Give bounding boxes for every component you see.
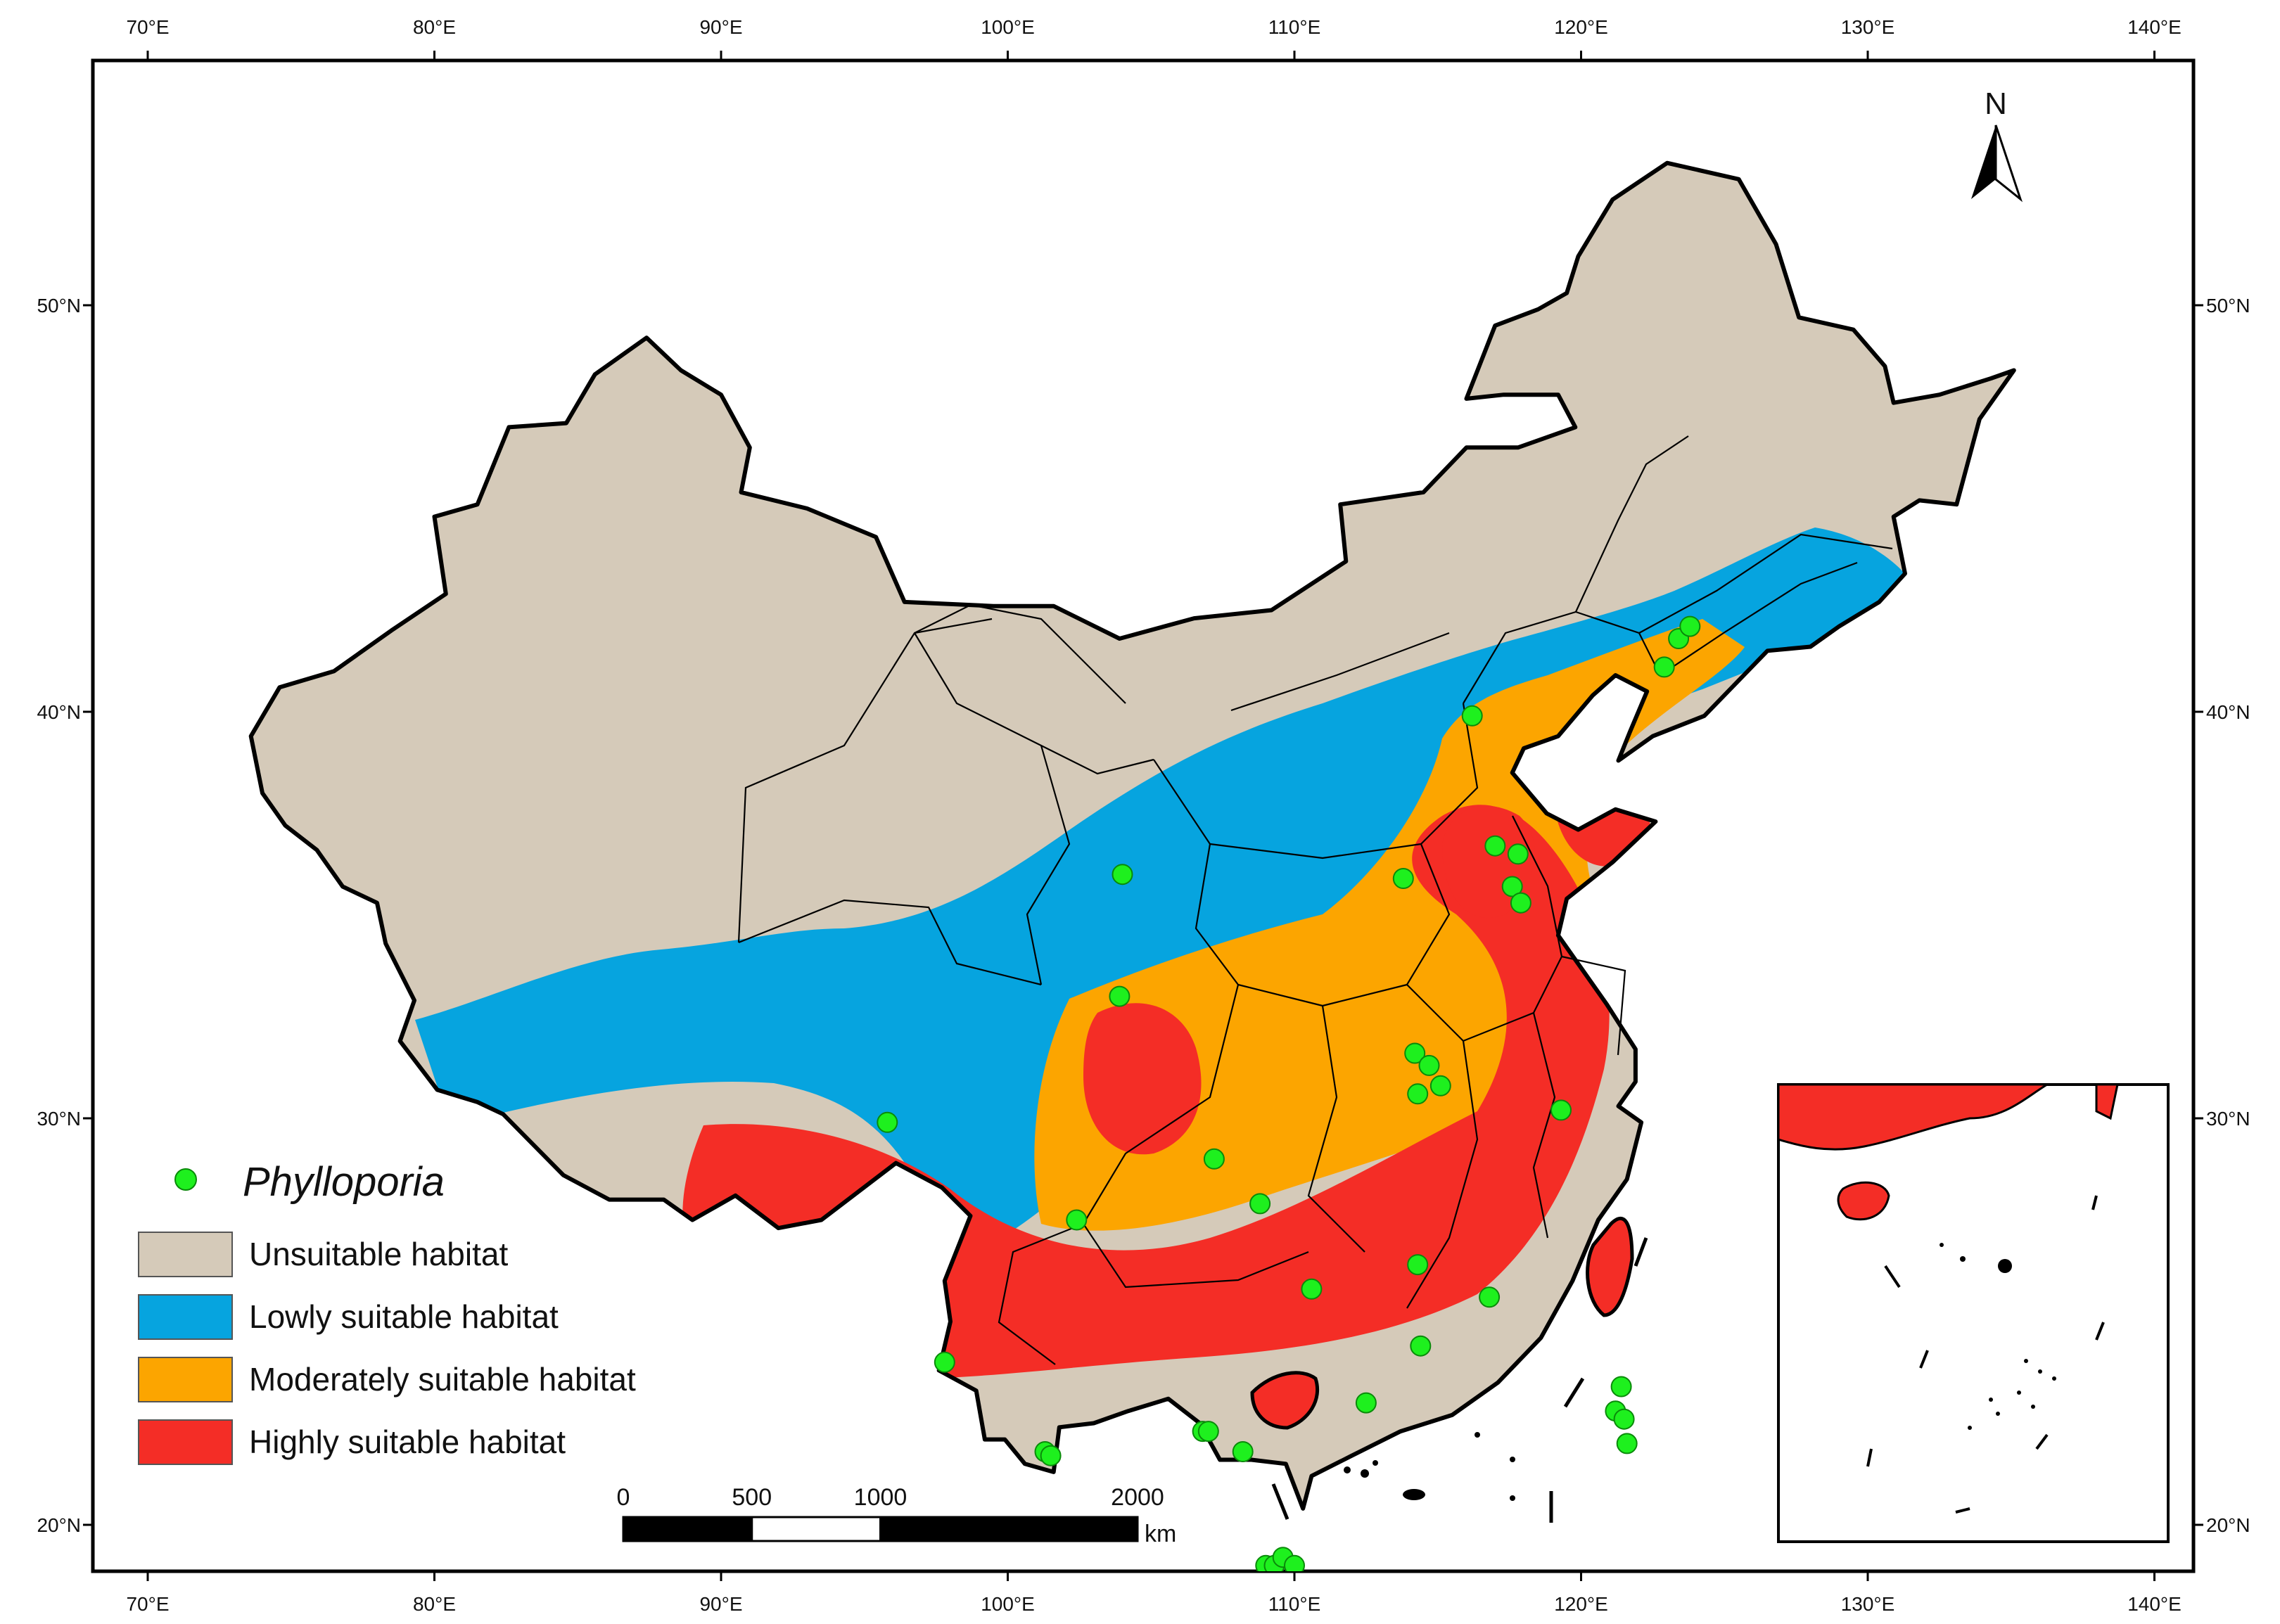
scale-bar-unit: km xyxy=(1145,1521,1176,1547)
scale-bar-label: 2000 xyxy=(1111,1484,1164,1511)
occurrence-point xyxy=(1203,1148,1225,1170)
occurrence-point xyxy=(1679,615,1701,637)
legend-label-moderate: Moderately suitable habitat xyxy=(249,1361,636,1398)
lon-tick-label-bottom: 140°E xyxy=(2127,1593,2182,1615)
occurrence-point xyxy=(1249,1193,1271,1215)
north-label: N xyxy=(1985,87,2007,121)
lon-tick-label-top: 130°E xyxy=(1841,16,1895,38)
legend: Phylloporia Unsuitable habitat Lowly suit… xyxy=(138,1159,636,1465)
legend-swatch-low xyxy=(138,1294,233,1340)
occurrence-point xyxy=(1410,1335,1432,1357)
lat-tick-label-left: 40°N xyxy=(37,701,81,723)
longitude-ticks-top: 70°E 80°E 90°E 100°E 110°E 120°E 130°E 140°E xyxy=(126,16,2182,60)
occurrence-point xyxy=(1355,1392,1377,1414)
occurrence-point xyxy=(1066,1209,1088,1231)
lon-tick-label-top: 100°E xyxy=(981,16,1035,38)
occurrence-point xyxy=(1507,843,1529,865)
occurrence-point xyxy=(1407,1083,1429,1105)
occurrence-point xyxy=(1461,705,1483,727)
lon-tick-label-top: 140°E xyxy=(2127,16,2182,38)
south-china-sea-islands xyxy=(1344,1432,1515,1501)
lat-tick-label-left: 20°N xyxy=(37,1514,81,1536)
latitude-ticks-right: 50°N 40°N 30°N 20°N xyxy=(2193,295,2250,1536)
lon-tick-label-top: 80°E xyxy=(413,16,456,38)
scale-bar: 0 500 1000 2000 km xyxy=(617,1484,1177,1547)
lon-tick-label-bottom: 70°E xyxy=(126,1593,169,1615)
lon-tick-label-bottom: 100°E xyxy=(981,1593,1035,1615)
occurrence-points xyxy=(877,615,2132,1571)
north-arrow: N xyxy=(1971,87,2023,203)
map-body xyxy=(248,160,2170,1571)
taiwan-island xyxy=(1586,1216,1634,1317)
scale-bar-label: 0 xyxy=(617,1484,630,1511)
legend-label-low: Lowly suitable habitat xyxy=(249,1298,559,1335)
china-border xyxy=(248,160,2016,1511)
legend-label-unsuitable: Unsuitable habitat xyxy=(249,1236,508,1272)
occurrence-point xyxy=(1418,1054,1440,1076)
lon-tick-label-top: 70°E xyxy=(126,16,169,38)
occurrence-point xyxy=(1616,1433,1638,1454)
occurrence-point xyxy=(1112,864,1133,885)
lat-tick-label-left: 30°N xyxy=(37,1108,81,1130)
occurrence-point xyxy=(934,1351,955,1373)
lon-tick-label-bottom: 80°E xyxy=(413,1593,456,1615)
occurrence-point xyxy=(1197,1421,1219,1443)
lat-tick-label-right: 30°N xyxy=(2206,1108,2250,1130)
longitude-ticks-bottom: 70°E 80°E 90°E 100°E 110°E 120°E 130°E 140°E xyxy=(126,1571,2182,1615)
legend-occurrence-marker xyxy=(174,1168,197,1191)
occurrence-point xyxy=(1510,892,1531,914)
scale-bar-label: 1000 xyxy=(854,1484,907,1511)
lat-tick-label-left: 50°N xyxy=(37,295,81,317)
lat-tick-label-right: 40°N xyxy=(2206,701,2250,723)
occurrence-point xyxy=(1429,1075,1451,1096)
lat-tick-label-right: 50°N xyxy=(2206,295,2250,317)
lon-tick-label-top: 110°E xyxy=(1268,16,1321,38)
china-suitability-layer xyxy=(248,160,2016,1523)
lat-tick-label-right: 20°N xyxy=(2206,1514,2250,1536)
legend-swatch-moderate xyxy=(138,1357,233,1402)
lon-tick-label-bottom: 120°E xyxy=(1554,1593,1608,1615)
occurrence-point xyxy=(1479,1286,1501,1308)
province-boundaries xyxy=(737,435,1893,1365)
lon-tick-label-bottom: 90°E xyxy=(699,1593,742,1615)
scale-bar-label: 500 xyxy=(732,1484,772,1511)
occurrence-point xyxy=(1392,868,1414,889)
south-china-sea-inset xyxy=(1777,1083,2170,1543)
occurrence-point xyxy=(1407,1254,1429,1276)
occurrence-point xyxy=(1653,656,1675,678)
occurrence-point xyxy=(1484,835,1506,857)
occurrence-point xyxy=(1301,1278,1323,1300)
occurrence-point xyxy=(1404,1042,1426,1064)
legend-swatch-high xyxy=(138,1419,233,1465)
occurrence-point xyxy=(877,1111,898,1133)
occurrence-point xyxy=(1501,876,1523,897)
high-suitability-zone-sichuan xyxy=(1083,1003,1202,1155)
occurrence-point xyxy=(1613,1408,1635,1430)
lon-tick-label-top: 90°E xyxy=(699,16,742,38)
occurrence-point xyxy=(1284,1554,1305,1571)
lon-tick-label-bottom: 130°E xyxy=(1841,1593,1895,1615)
legend-species-name: Phylloporia xyxy=(243,1159,445,1205)
legend-label-high: Highly suitable habitat xyxy=(249,1424,566,1460)
lon-tick-label-bottom: 110°E xyxy=(1268,1593,1321,1615)
lon-tick-label-top: 120°E xyxy=(1554,16,1608,38)
occurrence-point xyxy=(1550,1099,1572,1121)
occurrence-point xyxy=(1040,1445,1062,1466)
occurrence-point xyxy=(1109,985,1131,1007)
nine-dash-line xyxy=(1271,1237,1648,1523)
occurrence-point xyxy=(1610,1376,1632,1398)
hainan-island xyxy=(1250,1371,1320,1430)
occurrence-point xyxy=(1232,1441,1254,1462)
latitude-ticks-left: 50°N 40°N 30°N 20°N xyxy=(37,295,93,1536)
legend-swatch-unsuitable xyxy=(138,1232,233,1277)
